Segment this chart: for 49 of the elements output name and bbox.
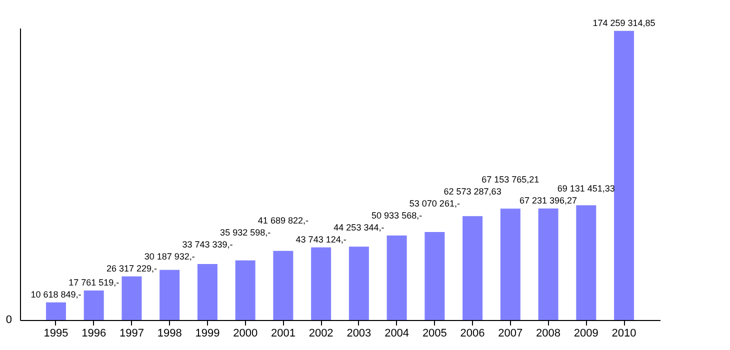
data-label: 69 131 451,33 xyxy=(557,183,615,194)
data-label: 67 153 765,21 xyxy=(482,174,540,184)
data-label: 53 070 261,- xyxy=(409,198,460,208)
x-tick-label: 2003 xyxy=(346,328,372,340)
data-label: 62 573 287,63 xyxy=(444,186,502,196)
data-label: 17 761 519,- xyxy=(68,277,120,288)
x-tick-label: 1997 xyxy=(119,328,144,340)
bar xyxy=(46,302,66,320)
bar xyxy=(614,30,634,320)
x-tick-label: 1995 xyxy=(44,328,68,340)
x-tick-label: 2009 xyxy=(574,328,598,340)
data-label: 10 618 849,- xyxy=(30,289,82,300)
x-tick-label: 2001 xyxy=(270,328,296,340)
x-tick-label: 2007 xyxy=(498,328,523,340)
x-tick-label: 1996 xyxy=(82,328,106,340)
bar xyxy=(576,205,596,320)
data-label: 50 933 568,- xyxy=(372,210,422,220)
bar xyxy=(348,246,369,320)
bar xyxy=(160,270,180,320)
data-label: 44 253 344,- xyxy=(334,222,384,232)
data-label: 35 932 598,- xyxy=(220,227,271,238)
x-tick-label: 2005 xyxy=(422,328,447,340)
bar xyxy=(122,276,142,320)
text: 0 xyxy=(6,314,12,326)
x-tick-label: 2006 xyxy=(460,328,485,340)
x-tick-label: 2000 xyxy=(233,328,258,340)
x-tick-label: 2010 xyxy=(612,328,636,340)
bar xyxy=(235,260,256,320)
bar xyxy=(273,250,294,320)
data-label: 33 743 339,- xyxy=(182,239,233,250)
data-label: 174 259 314,85 xyxy=(592,18,656,28)
data-label: 41 689 822,- xyxy=(258,215,308,226)
data-label: 43 743 124,- xyxy=(296,234,346,244)
bar xyxy=(311,247,332,320)
bar xyxy=(500,208,520,320)
x-tick-label: 1998 xyxy=(157,328,182,340)
x-tick-label: 1999 xyxy=(195,328,220,340)
bar xyxy=(424,232,445,320)
bar xyxy=(386,235,407,320)
x-tick-label: 2002 xyxy=(308,328,334,340)
data-label: 26 317 229,- xyxy=(106,263,157,274)
data-label: 67 231 396,27 xyxy=(520,195,578,206)
bar xyxy=(462,216,483,320)
bar xyxy=(197,264,218,320)
x-tick-label: 2008 xyxy=(536,328,561,340)
data-label: 30 187 932,- xyxy=(144,251,195,262)
bar xyxy=(538,208,558,320)
bar xyxy=(84,290,104,320)
x-tick-label: 2004 xyxy=(384,328,410,340)
